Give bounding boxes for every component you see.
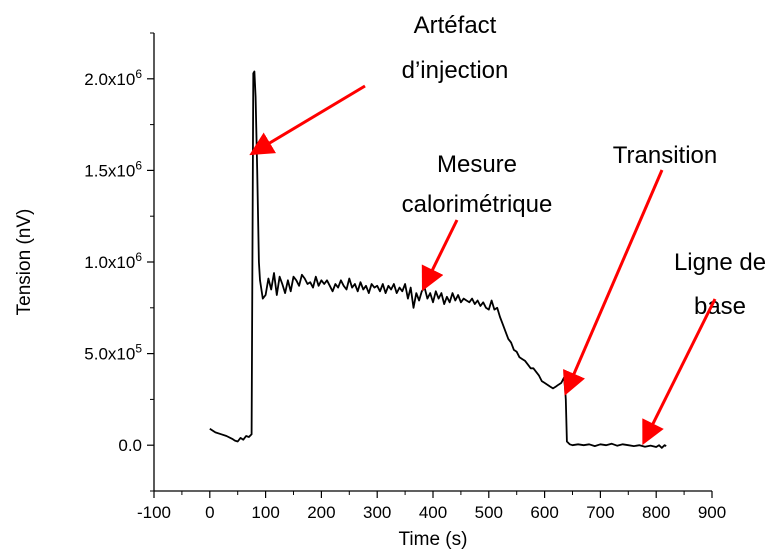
- x-tick-label: -100: [137, 503, 171, 522]
- x-axis-label: Time (s): [399, 529, 468, 550]
- x-tick-label: 300: [363, 503, 391, 522]
- annotation-text: base: [694, 293, 746, 320]
- x-tick-label: 200: [307, 503, 335, 522]
- annotation-arrow: [642, 298, 717, 446]
- x-tick-label: 100: [251, 503, 279, 522]
- annotation-arrow: [563, 169, 664, 396]
- x-tick-label: 500: [475, 503, 503, 522]
- x-tick-label: 400: [419, 503, 447, 522]
- annotation-text: Transition: [613, 142, 717, 169]
- x-tick-label: 900: [698, 503, 726, 522]
- annotation-text: d’injection: [402, 57, 509, 84]
- annotation-text: Mesure: [437, 151, 517, 178]
- x-tick-label: 700: [586, 503, 614, 522]
- y-axis-label: Tension (nV): [14, 209, 35, 316]
- y-tick-label: 1.0x106: [84, 250, 142, 272]
- y-tick-label: 2.0x106: [84, 67, 142, 89]
- annotation-arrow: [249, 84, 366, 156]
- x-tick-label: 800: [642, 503, 670, 522]
- data-line: [209, 70, 667, 449]
- x-tick-label: 600: [530, 503, 558, 522]
- y-tick-label: 0.0: [118, 436, 142, 455]
- annotation-text: calorimétrique: [402, 191, 553, 218]
- x-tick-label: 0: [205, 503, 214, 522]
- annotation-text: Ligne de: [674, 249, 766, 276]
- annotation-text: Artéfact: [414, 12, 497, 39]
- y-tick-label: 1.5x106: [84, 158, 142, 180]
- y-tick-label: 5.0x105: [84, 342, 142, 364]
- annotation-arrow: [421, 219, 459, 292]
